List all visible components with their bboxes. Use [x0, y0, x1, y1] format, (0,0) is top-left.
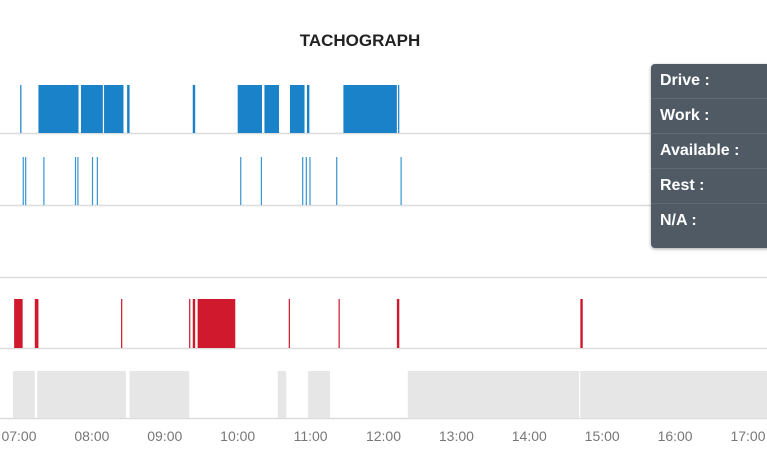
work-interval	[305, 157, 307, 205]
x-tick-label: 11:00	[294, 428, 328, 444]
x-tick-label: 16:00	[658, 428, 693, 444]
work-interval	[260, 157, 262, 205]
drive-interval	[127, 85, 130, 133]
tooltip-row-na: N/A :	[660, 212, 697, 229]
work-interval	[74, 157, 77, 205]
rest-interval	[192, 299, 196, 348]
work-interval	[77, 157, 79, 205]
rest-interval	[396, 299, 400, 348]
rest-interval	[34, 299, 39, 348]
drive-interval	[398, 85, 400, 133]
drive-interval	[80, 85, 103, 133]
status-tooltip: Drive : Work : Available : Rest : N/A :	[651, 64, 767, 248]
lane-drive	[20, 85, 400, 133]
lane-na	[12, 371, 767, 418]
timeline-lanes	[12, 85, 767, 418]
drive-interval	[306, 85, 310, 133]
tooltip-row-work: Work :	[651, 99, 767, 134]
work-interval	[302, 157, 304, 205]
work-interval	[336, 157, 338, 205]
grid-lines	[0, 132, 767, 420]
x-axis-ticks: 07:00 08:00 09:00 10:00 11:00 12:00 13:00 14:00…	[1, 428, 765, 444]
work-interval	[240, 157, 242, 205]
x-tick-label: 12:00	[366, 428, 401, 444]
drive-interval	[289, 85, 305, 133]
tooltip-row-drive: Drive :	[651, 64, 767, 99]
work-interval	[22, 157, 24, 205]
lane-work	[22, 157, 402, 205]
x-tick-label: 09:00	[147, 428, 182, 444]
rest-interval	[580, 299, 583, 348]
drive-interval	[237, 85, 262, 133]
rest-interval	[189, 299, 191, 348]
drive-interval	[264, 85, 280, 133]
x-tick-label: 08:00	[74, 428, 109, 444]
na-interval	[129, 371, 190, 418]
drive-interval	[20, 85, 22, 133]
lane-rest	[14, 299, 583, 348]
x-tick-label: 10:00	[220, 428, 255, 444]
rest-interval	[338, 299, 340, 348]
na-interval	[12, 371, 35, 418]
chart-title: TACHOGRAPH	[300, 31, 421, 50]
work-interval	[96, 157, 98, 205]
drive-interval	[192, 85, 196, 133]
x-tick-label: 17:00	[730, 428, 765, 444]
x-tick-label: 15:00	[585, 428, 620, 444]
na-interval	[407, 371, 580, 418]
drive-interval	[343, 85, 397, 133]
na-interval	[580, 371, 767, 418]
tooltip-row-rest: Rest :	[651, 169, 767, 204]
rest-interval	[197, 299, 236, 348]
work-interval	[25, 157, 27, 205]
rest-interval	[14, 299, 23, 348]
drive-interval	[104, 85, 124, 133]
na-interval	[308, 371, 331, 418]
x-tick-label: 07:00	[1, 428, 36, 444]
work-interval	[309, 157, 311, 205]
work-interval	[400, 157, 402, 205]
work-interval	[43, 157, 45, 205]
x-tick-label: 13:00	[439, 428, 474, 444]
na-interval	[37, 371, 126, 418]
x-tick-label: 14:00	[512, 428, 547, 444]
rest-interval	[288, 299, 290, 348]
tooltip-row-available: Available :	[651, 134, 767, 169]
drive-interval	[38, 85, 79, 133]
rest-interval	[121, 299, 123, 348]
work-interval	[91, 157, 94, 205]
na-interval	[277, 371, 287, 418]
